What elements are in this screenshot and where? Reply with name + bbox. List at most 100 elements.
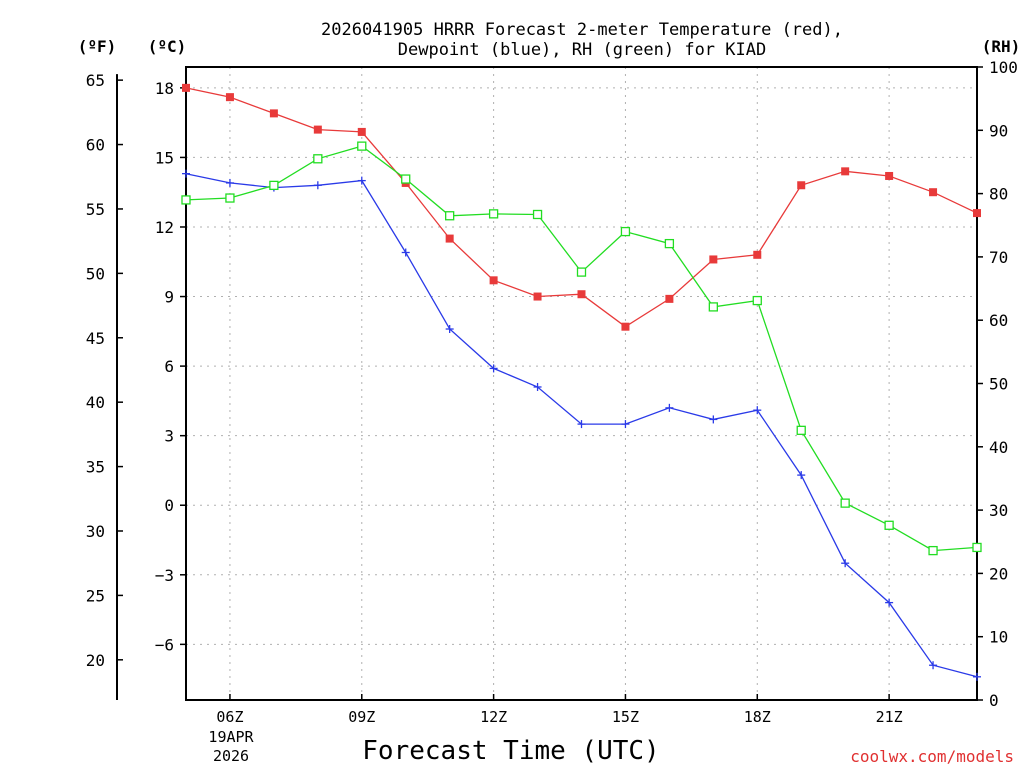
rh-point — [840, 498, 850, 508]
axis-layer: −6 −3 0 3 6 9 12 15 18 20 25 30 35 40 45 50 55 60 65 0 10 20 3… — [86, 58, 1018, 726]
rh-tick-label: 40 — [989, 438, 1008, 457]
fahrenheit-tick-label: 60 — [86, 136, 105, 155]
dewpoint-point — [709, 415, 718, 424]
rh-tick-label: 60 — [989, 311, 1008, 330]
series-layer — [181, 83, 982, 681]
rh-point — [796, 425, 806, 435]
fahrenheit-tick-label: 50 — [86, 264, 105, 283]
label-layer: 2026041905 HRRR Forecast 2-meter Tempera… — [78, 20, 1021, 766]
temperature-point — [929, 188, 938, 197]
celsius-unit-label: (ºC) — [148, 37, 187, 56]
rh-point — [445, 211, 455, 221]
rh-point — [708, 302, 718, 312]
rh-point — [928, 545, 938, 556]
x-tick-label: 18Z — [744, 708, 771, 726]
fahrenheit-tick-label: 65 — [86, 71, 105, 90]
celsius-tick-label: 12 — [155, 218, 174, 237]
fahrenheit-tick-label: 25 — [86, 586, 105, 605]
rh-point — [357, 141, 367, 151]
dewpoint-point — [225, 178, 234, 187]
rh-line — [185, 145, 978, 552]
rh-point — [752, 295, 762, 306]
rh-tick-label: 100 — [989, 58, 1018, 77]
temperature-point — [973, 209, 981, 218]
fahrenheit-tick-label: 40 — [86, 393, 105, 412]
dewpoint-point — [665, 403, 674, 412]
rh-tick-label: 70 — [989, 248, 1008, 267]
rh-point — [532, 209, 543, 220]
x-tick-label: 12Z — [480, 708, 507, 726]
rh-point — [488, 209, 499, 219]
rh-point — [972, 542, 982, 553]
dewpoint-point — [357, 176, 366, 185]
dewpoint-point — [929, 661, 938, 670]
temperature-point — [357, 127, 366, 136]
temperature-point — [753, 250, 762, 259]
x-tick-label: 21Z — [876, 708, 903, 726]
fahrenheit-tick-label: 20 — [86, 651, 105, 670]
fahrenheit-unit-label: (ºF) — [78, 37, 117, 56]
rh-point — [313, 154, 323, 164]
rh-tick-label: 80 — [989, 185, 1008, 204]
rh-point — [664, 238, 675, 249]
celsius-tick-label: 0 — [164, 496, 174, 515]
credit-link[interactable]: coolwx.com/models — [850, 747, 1014, 766]
fahrenheit-tick-label: 45 — [86, 329, 105, 348]
chart-title-line-2: Dewpoint (blue), RH (green) for KIAD — [398, 40, 766, 60]
temperature-point — [182, 83, 190, 92]
celsius-tick-label: 15 — [155, 148, 174, 167]
rh-point — [576, 267, 587, 277]
dewpoint-point — [577, 420, 586, 429]
temperature-point — [797, 181, 806, 190]
fahrenheit-tick-label: 35 — [86, 458, 105, 477]
dewpoint-point — [621, 420, 630, 429]
temperature-point — [313, 125, 322, 134]
rh-point — [401, 174, 411, 184]
temperature-point — [269, 109, 278, 118]
temperature-point — [577, 290, 586, 299]
chart-title-line-1: 2026041905 HRRR Forecast 2-meter Tempera… — [321, 20, 843, 40]
dewpoint-point — [973, 672, 981, 681]
rh-point — [225, 193, 235, 203]
x-axis-label: Forecast Time (UTC) — [362, 736, 659, 766]
dewpoint-point — [489, 364, 498, 373]
dewpoint-point — [797, 471, 806, 480]
celsius-tick-label: 9 — [164, 288, 174, 307]
rh-tick-label: 0 — [989, 691, 999, 710]
celsius-tick-label: 6 — [164, 357, 174, 376]
celsius-tick-label: 3 — [164, 427, 174, 446]
rh-tick-label: 20 — [989, 564, 1008, 583]
dewpoint-point — [841, 559, 850, 568]
celsius-tick-label: 18 — [155, 79, 174, 98]
x-tick-label: 09Z — [348, 708, 375, 726]
dewpoint-point — [533, 382, 542, 391]
plot-frame — [185, 66, 978, 701]
temperature-point — [841, 167, 850, 176]
fahrenheit-tick-label: 55 — [86, 200, 105, 219]
temperature-point — [489, 276, 498, 285]
rh-tick-label: 50 — [989, 375, 1008, 394]
temperature-point — [665, 294, 674, 303]
date-label-day: 19APR — [208, 728, 254, 746]
x-tick-label: 15Z — [612, 708, 639, 726]
rh-tick-label: 10 — [989, 628, 1008, 647]
dewpoint-point — [445, 325, 454, 334]
x-tick-label: 06Z — [216, 708, 243, 726]
temperature-point — [445, 234, 454, 243]
date-label-year: 2026 — [213, 747, 249, 765]
rh-tick-label: 90 — [989, 121, 1008, 140]
temperature-point — [621, 322, 630, 331]
dewpoint-point — [313, 181, 322, 190]
dewpoint-point — [401, 248, 410, 257]
temperature-point — [885, 171, 894, 180]
rh-point — [269, 180, 279, 191]
celsius-tick-label: −3 — [155, 566, 174, 585]
temperature-point — [533, 292, 542, 301]
dewpoint-point — [885, 598, 894, 607]
fahrenheit-tick-label: 30 — [86, 522, 105, 541]
celsius-tick-label: −6 — [155, 635, 174, 654]
dewpoint-point — [182, 169, 190, 178]
dewpoint-point — [753, 406, 762, 415]
rh-point — [884, 520, 894, 530]
